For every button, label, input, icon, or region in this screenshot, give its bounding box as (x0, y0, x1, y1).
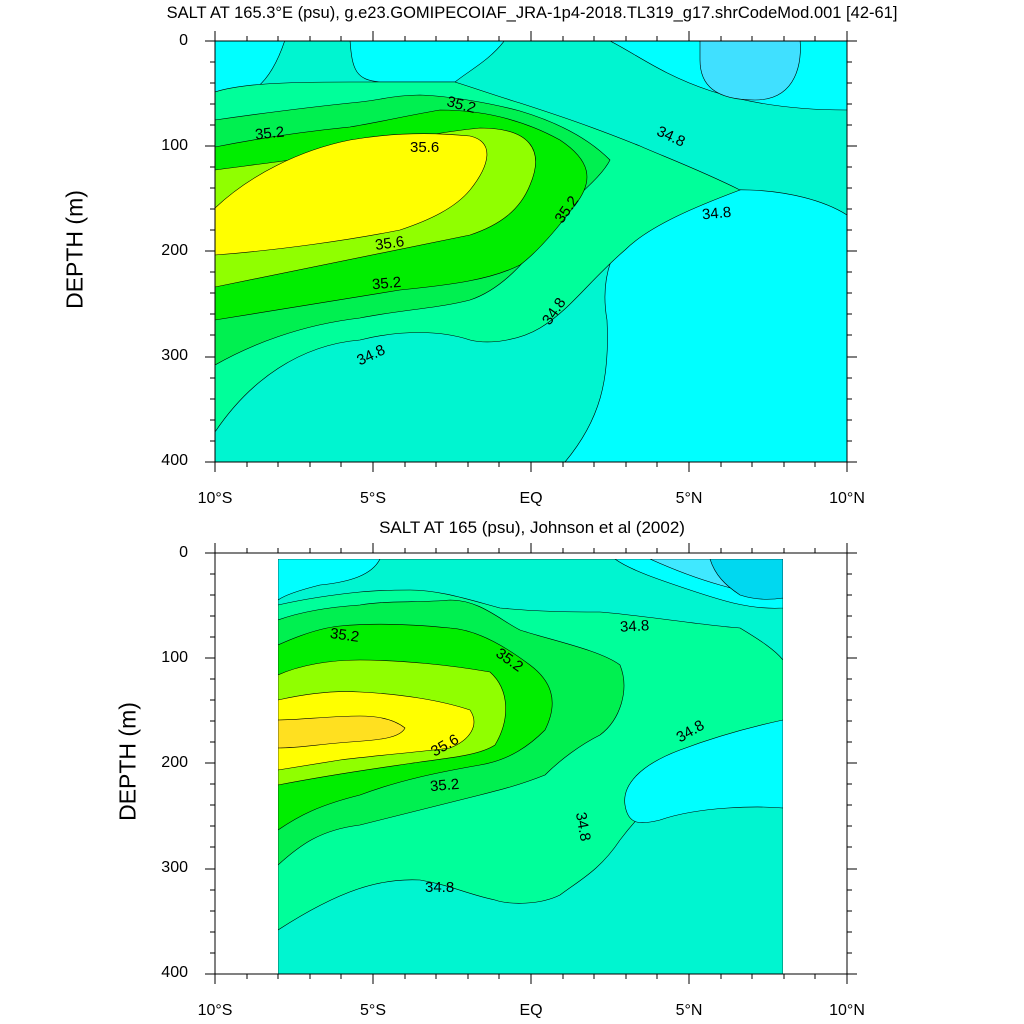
bottom-ytick-label: 100 (161, 649, 188, 666)
top-ytick-label: 100 (161, 137, 188, 154)
panel-bottom-axes (205, 543, 857, 984)
bottom-xtick-label: EQ (519, 1002, 543, 1019)
panel-top-plot: 35.2 35.2 35.6 35.6 35.2 34.8 35.2 34.8 … (215, 41, 847, 462)
bottom-ytick-label: 0 (179, 544, 188, 561)
top-xtick-label: 10°S (197, 490, 233, 507)
bottom-xtick-label: 10°S (197, 1002, 233, 1019)
salinity-band-lt34.4 (699, 41, 801, 101)
top-xtick-label: 5°S (360, 490, 386, 507)
salinity-band-34.6 (624, 719, 783, 824)
bottom-ytick-label: 200 (161, 754, 188, 771)
contour-label: 35.6 (374, 233, 405, 254)
salinity-band-lt34.2 (709, 559, 783, 600)
contour-label: 35.2 (371, 274, 402, 293)
salinity-band-35.8 (278, 715, 406, 749)
bottom-xtick-label: 5°S (360, 1002, 386, 1019)
contour-label: 34.8 (425, 879, 454, 896)
contour-label: 34.8 (572, 811, 594, 843)
bottom-xtick-label: 10°N (829, 1002, 865, 1019)
top-ytick-label: 200 (161, 242, 188, 259)
top-ytick-label: 300 (161, 347, 188, 364)
panel-top-axes (205, 31, 857, 472)
salinity-band-35.6 (215, 133, 488, 256)
contour-label: 34.8 (620, 617, 650, 636)
contour-label: 35.2 (254, 124, 285, 144)
bottom-ytick-label: 300 (161, 859, 188, 876)
bottom-ytick-label: 400 (161, 964, 188, 981)
top-ytick-label: 400 (161, 452, 188, 469)
contour-label: 34.8 (701, 204, 732, 223)
panel-top-title: SALT AT 165.3°E (psu), g.e23.GOMIPECOIAF… (166, 4, 898, 22)
salinity-band-34.6 (278, 559, 381, 601)
bottom-xtick-label: 5°N (675, 1002, 703, 1019)
top-xtick-label: EQ (519, 490, 543, 507)
contour-label: 35.2 (445, 93, 478, 117)
top-ytick-label: 0 (179, 32, 188, 49)
contour-label: 35.2 (329, 625, 360, 646)
top-xtick-label: 5°N (675, 490, 703, 507)
top-xtick-label: 10°N (829, 490, 865, 507)
panel-bottom-plot: 35.2 35.2 35.6 35.2 34.8 34.8 34.8 34.8 (278, 559, 783, 974)
contour-label: 35.6 (410, 139, 439, 156)
contour-label: 35.2 (429, 776, 460, 795)
panel-bottom-title: SALT AT 165 (psu), Johnson et al (2002) (379, 518, 685, 537)
